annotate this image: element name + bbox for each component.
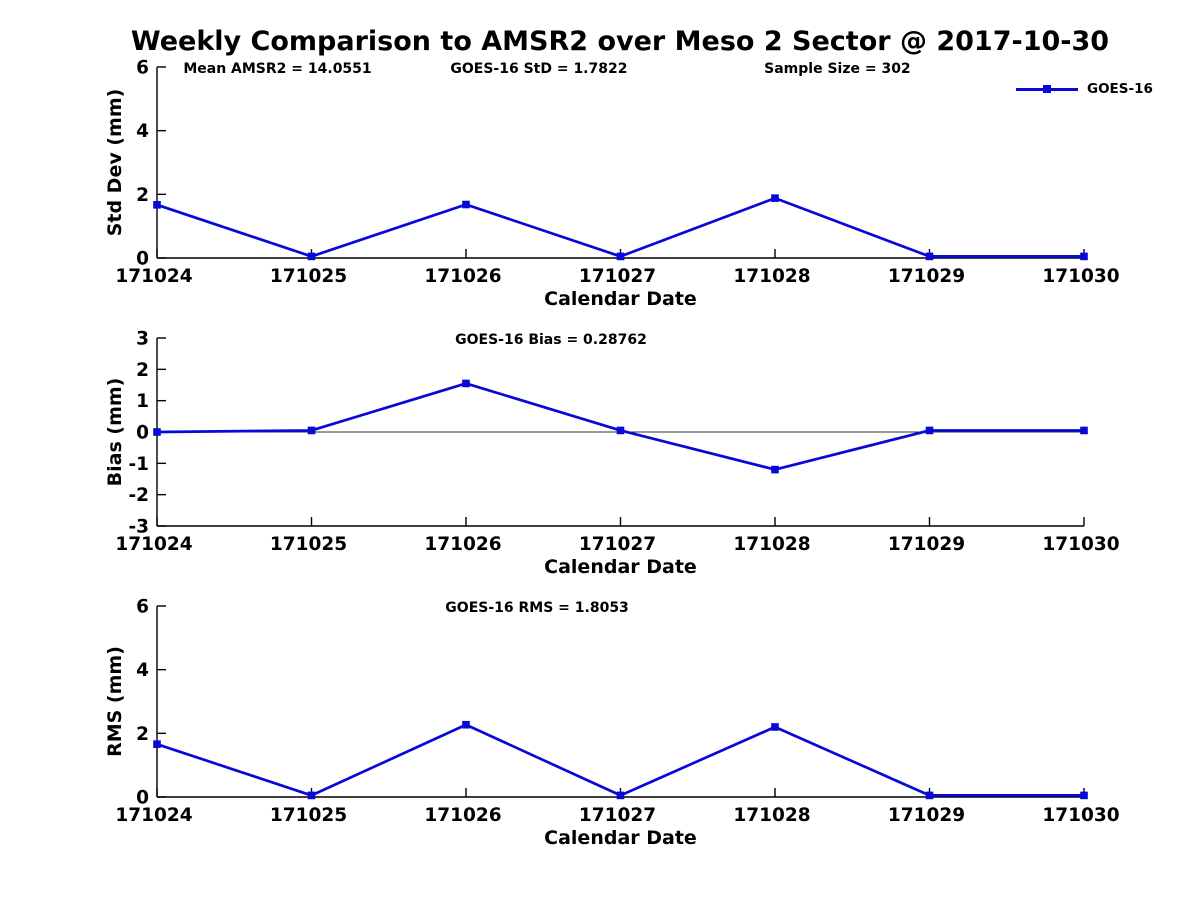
data-point-marker xyxy=(307,252,316,261)
series-line xyxy=(156,723,1084,797)
x-axis-title: Calendar Date xyxy=(544,556,697,578)
data-point-marker xyxy=(925,426,934,435)
legend-line-marker-icon xyxy=(1016,80,1078,98)
x-tick-label: 171024 xyxy=(115,266,192,287)
data-point-marker xyxy=(1080,791,1088,800)
x-tick-label: 171024 xyxy=(115,805,192,826)
x-tick-label: 171026 xyxy=(424,534,501,555)
x-tick-label: 171028 xyxy=(733,266,810,287)
x-tick-label: 171030 xyxy=(1042,266,1119,287)
y-tick-label: 2 xyxy=(136,724,149,745)
y-tick-label: 0 xyxy=(136,249,149,270)
x-tick-label: 171025 xyxy=(270,266,347,287)
x-axis-title: Calendar Date xyxy=(544,827,697,849)
data-point-marker xyxy=(771,194,779,202)
y-axis-title: RMS (mm) xyxy=(104,646,126,757)
y-tick-label: 6 xyxy=(136,58,149,79)
stat-annotation: Mean AMSR2 = 14.0551 xyxy=(183,61,371,77)
y-tick-label: 0 xyxy=(136,423,149,444)
data-point-marker xyxy=(616,252,625,261)
data-point-marker xyxy=(616,791,625,800)
x-tick-label: 171029 xyxy=(888,805,965,826)
data-point-marker xyxy=(307,426,316,435)
stat-annotation: Sample Size = 302 xyxy=(764,61,911,77)
x-tick-label: 171029 xyxy=(888,534,965,555)
series-line xyxy=(156,382,1084,471)
data-point-marker xyxy=(925,791,934,800)
data-point-marker xyxy=(153,201,161,209)
data-point-marker xyxy=(307,791,316,800)
x-tick-label: 171024 xyxy=(115,534,192,555)
data-point-marker xyxy=(1080,426,1088,435)
x-tick-label: 171025 xyxy=(270,805,347,826)
y-tick-label: 0 xyxy=(136,788,149,809)
legend-square-marker-icon xyxy=(1043,85,1051,93)
x-tick-label: 171025 xyxy=(270,534,347,555)
x-tick-label: 171027 xyxy=(579,805,656,826)
y-tick-label: -1 xyxy=(128,454,149,475)
x-tick-label: 171028 xyxy=(733,534,810,555)
x-tick-label: 171028 xyxy=(733,805,810,826)
x-tick-label: 171026 xyxy=(424,266,501,287)
x-tick-label: 171029 xyxy=(888,266,965,287)
data-point-marker xyxy=(925,252,934,261)
y-tick-label: 2 xyxy=(136,360,149,381)
y-tick-label: -2 xyxy=(128,485,149,506)
data-point-marker xyxy=(462,200,470,209)
x-tick-label: 171027 xyxy=(579,266,656,287)
data-point-marker xyxy=(462,720,470,729)
series-line xyxy=(156,196,1084,258)
y-tick-label: 2 xyxy=(136,185,149,206)
stat-annotation: GOES-16 StD = 1.7822 xyxy=(450,61,627,77)
y-tick-label: 4 xyxy=(136,660,149,681)
y-tick-label: -3 xyxy=(128,517,149,538)
figure-title: Weekly Comparison to AMSR2 over Meso 2 S… xyxy=(130,26,1110,57)
y-axis-title: Std Dev (mm) xyxy=(104,89,126,237)
data-point-marker xyxy=(153,428,161,436)
data-point-marker xyxy=(771,465,779,474)
x-tick-label: 171027 xyxy=(579,534,656,555)
data-point-marker xyxy=(616,426,625,435)
legend-series-label: GOES-16 xyxy=(1087,81,1153,97)
y-tick-label: 4 xyxy=(136,121,149,142)
stat-annotation: GOES-16 Bias = 0.28762 xyxy=(455,332,647,348)
x-tick-label: 171030 xyxy=(1042,534,1119,555)
x-tick-label: 171030 xyxy=(1042,805,1119,826)
stat-annotation: GOES-16 RMS = 1.8053 xyxy=(445,600,629,616)
y-tick-label: 1 xyxy=(136,391,149,412)
data-point-marker xyxy=(1080,252,1088,261)
data-point-marker xyxy=(462,379,470,388)
x-axis-title: Calendar Date xyxy=(544,288,697,310)
x-tick-label: 171026 xyxy=(424,805,501,826)
y-tick-label: 3 xyxy=(136,329,149,350)
y-tick-label: 6 xyxy=(136,597,149,618)
data-point-marker xyxy=(153,740,161,748)
data-point-marker xyxy=(771,723,779,731)
y-axis-title: Bias (mm) xyxy=(104,378,126,487)
legend: GOES-16 xyxy=(1016,80,1153,98)
